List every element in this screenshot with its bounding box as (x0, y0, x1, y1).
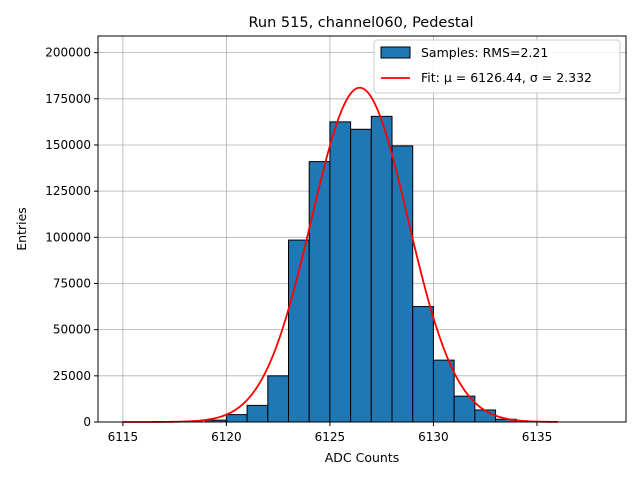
x-axis-ticks: 6115 6120 6125 6130 6135 (108, 422, 553, 444)
plot-frame (97, 35, 627, 423)
y-tick-label: 100000 (45, 230, 91, 244)
y-axis-ticks: 0 25000 50000 75000 100000 125000 150000 175000… (45, 46, 98, 429)
x-tick-label: 6120 (211, 430, 242, 444)
histogram-bar (391, 145, 414, 423)
fit-curve-layer (122, 86, 558, 423)
x-tick-label: 6125 (315, 430, 346, 444)
y-tick-label: 175000 (45, 92, 91, 106)
legend: Samples: RMS=2.21 Fit: μ = 6126.44, σ = … (373, 39, 621, 94)
histogram-bar (246, 404, 269, 423)
y-tick-label: 50000 (53, 323, 91, 337)
histogram-bar (308, 161, 331, 423)
histogram-bar (474, 409, 497, 423)
histogram-bar (412, 306, 434, 423)
y-tick-label: 200000 (45, 46, 91, 60)
x-tick-label: 6135 (522, 430, 553, 444)
legend-fit-label: Fit: μ = 6126.44, σ = 2.332 (421, 70, 592, 85)
chart-title: Run 515, channel060, Pedestal (248, 15, 473, 31)
histogram-bar (432, 359, 455, 423)
x-axis-label: ADC Counts (325, 450, 400, 465)
y-tick-label: 125000 (45, 184, 91, 198)
histogram-bar (370, 115, 393, 423)
histogram-bar (329, 121, 352, 423)
legend-histogram-label: Samples: RMS=2.21 (421, 45, 548, 60)
x-tick-label: 6115 (108, 430, 139, 444)
legend-box (373, 39, 621, 94)
histogram-bar (350, 128, 372, 423)
y-tick-label: 150000 (45, 138, 91, 152)
histogram-bar (225, 414, 248, 423)
fit-curve (122, 86, 558, 423)
y-tick-label: 75000 (53, 276, 91, 290)
histogram-bars (205, 115, 517, 423)
y-tick-label: 25000 (53, 369, 91, 383)
legend-histogram-swatch (380, 46, 411, 59)
x-tick-label: 6130 (418, 430, 449, 444)
y-tick-label: 0 (83, 415, 91, 429)
histogram-bar (267, 375, 289, 423)
y-axis-label: Entries (14, 207, 29, 251)
